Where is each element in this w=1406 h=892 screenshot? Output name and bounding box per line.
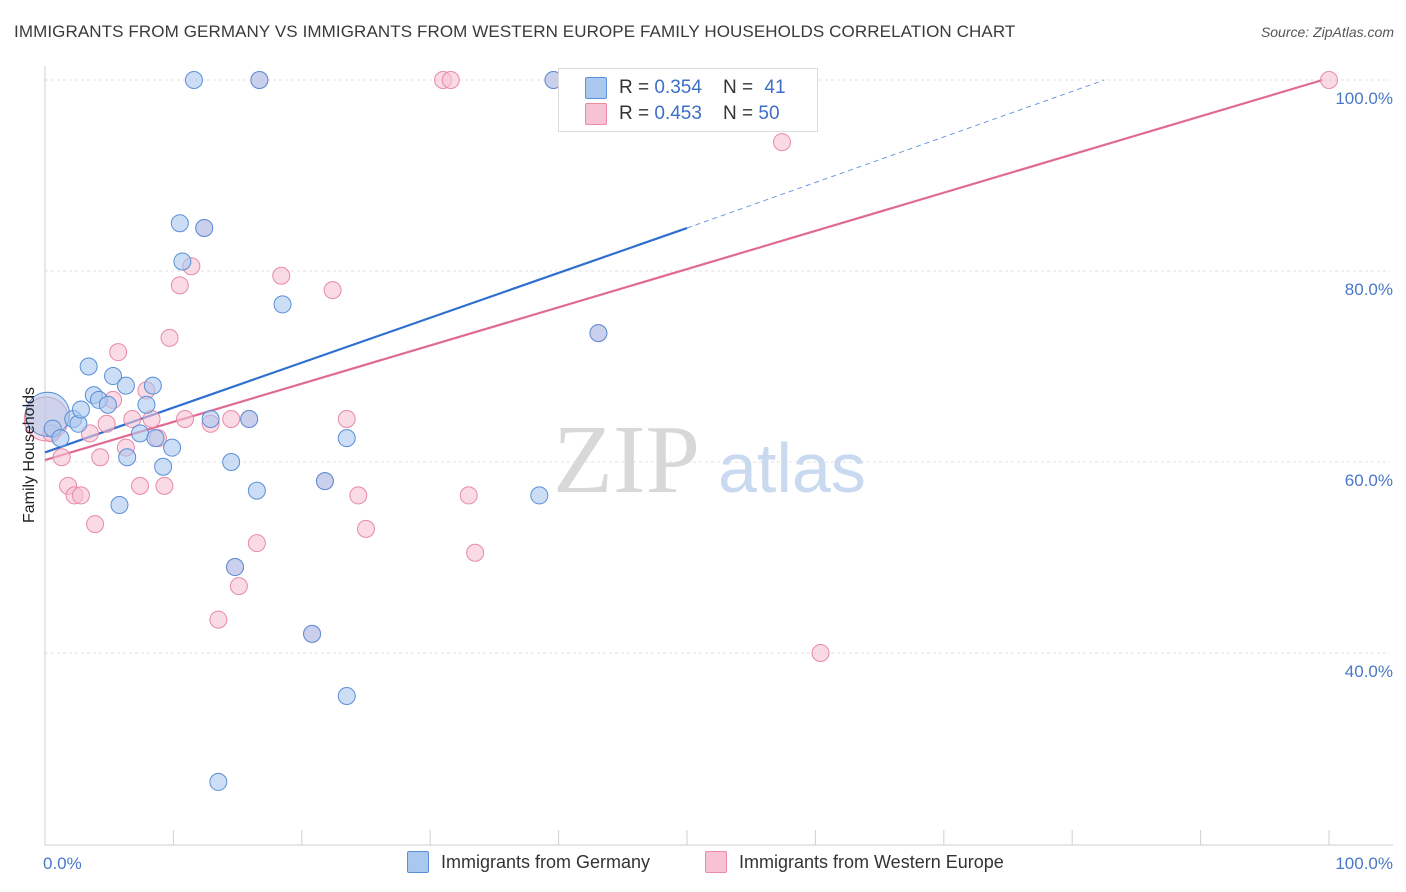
point-western-europe <box>441 71 460 89</box>
point-western-europe <box>109 343 128 362</box>
legend-n-value: 41 <box>764 77 786 98</box>
tick-labels: 40.0% 60.0% 80.0% 100.0% 0.0% 100.0% <box>43 89 1393 873</box>
trendlines <box>44 78 1323 462</box>
point-germany <box>209 772 228 791</box>
legend-r-label: R = <box>619 77 655 98</box>
point-western-europe <box>247 534 266 553</box>
data-points <box>23 71 1338 791</box>
point-western-europe <box>91 448 110 467</box>
point-germany <box>170 214 189 233</box>
point-germany <box>201 410 220 429</box>
point-germany <box>116 376 135 395</box>
axes <box>44 66 1393 846</box>
point-western-europe <box>773 133 792 152</box>
point-germany <box>173 252 192 271</box>
point-germany <box>51 429 70 448</box>
point-western-europe <box>155 476 174 495</box>
point-western-europe <box>86 515 105 534</box>
point-western-europe <box>71 486 90 505</box>
point-western-europe <box>811 644 830 662</box>
point-western-europe <box>272 266 291 285</box>
point-germany <box>98 395 117 414</box>
point-germany <box>273 295 292 314</box>
point-germany <box>589 324 608 343</box>
point-germany <box>137 395 156 414</box>
point-germany <box>222 453 241 471</box>
point-germany <box>79 357 98 376</box>
point-germany <box>530 486 549 505</box>
point-germany <box>195 219 214 238</box>
y-tick-label: 80.0% <box>1345 280 1393 299</box>
watermark-atlas: atlas <box>718 429 866 507</box>
point-germany <box>184 71 203 89</box>
watermark-zip: ZIP <box>553 406 700 514</box>
y-tick-label: 100.0% <box>1335 89 1393 108</box>
source-label: Source: ZipAtlas.com <box>1260 24 1394 40</box>
legend-label-germany: Immigrants from Germany <box>441 851 651 872</box>
legend-swatch-germany <box>585 77 607 99</box>
point-germany <box>104 367 123 386</box>
point-germany <box>240 410 259 429</box>
point-germany <box>303 624 322 643</box>
correlation-legend: R = 0.354 N = 41 R = 0.453 N = 50 <box>558 68 818 132</box>
point-germany <box>226 558 245 577</box>
legend-r-label: R = <box>619 103 655 124</box>
point-germany <box>110 495 129 514</box>
x-tick-label: 100.0% <box>1335 854 1393 873</box>
point-western-europe <box>229 577 248 596</box>
point-germany <box>118 448 137 467</box>
legend-swatch-western-europe <box>585 103 607 125</box>
point-western-europe <box>170 276 189 295</box>
y-tick-label: 40.0% <box>1345 662 1393 681</box>
legend-label-western-europe: Immigrants from Western Europe <box>739 851 1004 872</box>
point-western-europe <box>209 610 228 629</box>
point-western-europe <box>459 486 478 505</box>
point-western-europe <box>466 543 485 562</box>
point-western-europe <box>349 486 368 505</box>
point-western-europe <box>52 448 71 467</box>
point-western-europe <box>160 328 179 347</box>
series-legend: Immigrants from Germany Immigrants from … <box>0 851 1406 879</box>
point-germany <box>71 400 90 419</box>
point-germany <box>247 481 266 500</box>
point-germany <box>163 438 182 457</box>
legend-r-value: 0.354 <box>654 77 702 98</box>
point-western-europe <box>1320 71 1338 89</box>
legend-n-value: 50 <box>758 103 780 124</box>
point-germany <box>143 376 162 395</box>
gridlines <box>45 79 1390 654</box>
point-western-europe <box>175 410 194 429</box>
chart-title: IMMIGRANTS FROM GERMANY VS IMMIGRANTS FR… <box>14 22 1016 41</box>
legend-n-label: N = <box>723 103 759 124</box>
legend-swatch-germany <box>407 851 429 873</box>
point-western-europe <box>97 414 116 433</box>
point-germany <box>337 686 356 705</box>
point-germany <box>146 429 165 448</box>
legend-item-western-europe: Immigrants from Western Europe <box>705 851 1004 873</box>
x-tick-label: 0.0% <box>43 854 82 873</box>
legend-item-germany: Immigrants from Germany <box>407 851 650 873</box>
point-germany <box>154 457 173 476</box>
point-western-europe <box>123 410 142 429</box>
point-germany <box>337 429 356 448</box>
point-western-europe <box>80 424 99 443</box>
y-tick-label: 60.0% <box>1345 471 1393 490</box>
legend-n-label: N = <box>723 77 759 98</box>
trendline-western-europe <box>44 78 1323 462</box>
legend-swatch-western-europe <box>705 851 727 873</box>
legend-r-value: 0.453 <box>654 103 702 124</box>
point-western-europe <box>222 410 241 429</box>
point-germany <box>250 71 269 89</box>
point-western-europe <box>337 410 356 429</box>
point-germany <box>131 424 150 443</box>
point-western-europe <box>357 519 375 538</box>
y-axis-label: Family Households <box>21 387 38 523</box>
point-western-europe <box>323 281 342 300</box>
point-western-europe <box>131 476 150 495</box>
point-germany <box>315 472 334 491</box>
trendline-germany-extension <box>686 79 1105 229</box>
